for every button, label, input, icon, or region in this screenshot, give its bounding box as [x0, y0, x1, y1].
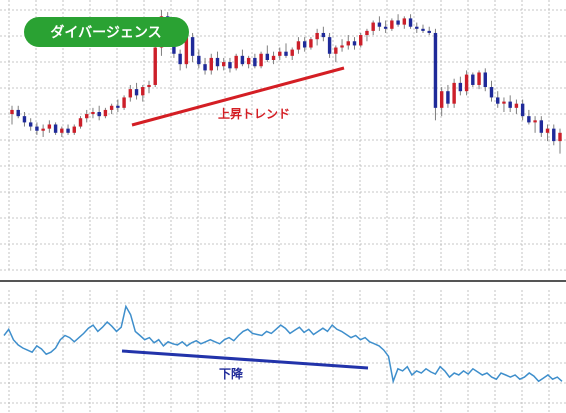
candle-bull [402, 18, 407, 25]
candle-bull [10, 109, 14, 115]
candle-bear [483, 72, 487, 88]
candle-bear [22, 116, 27, 123]
candle-bear [377, 22, 382, 27]
candle-bull [209, 57, 213, 71]
candle-bear [253, 57, 257, 67]
candle-bear [327, 37, 332, 54]
candle-bull [91, 112, 95, 115]
candle-bull [439, 91, 444, 108]
candle-bear [489, 87, 494, 98]
candle-bull [153, 47, 157, 85]
candle-bear [352, 41, 357, 46]
candle-bull [558, 132, 562, 142]
candle-bear [178, 53, 182, 65]
candle-bull [60, 128, 64, 133]
candle-bull [246, 57, 251, 65]
candle-bear [433, 32, 438, 108]
candle-bull [340, 45, 344, 48]
candle-bear [527, 116, 531, 123]
candle-bear [471, 74, 475, 85]
candle-bull [290, 49, 294, 56]
candle-bull [296, 41, 301, 50]
candle-bull [545, 128, 550, 133]
candle-bear [508, 101, 512, 108]
candle-bull [259, 53, 263, 67]
candle-bear [16, 109, 20, 117]
candle-bull [477, 72, 481, 85]
candle-bear [552, 128, 556, 142]
candle-bull [514, 103, 519, 108]
indicator-line [3, 304, 563, 385]
candle-bull [147, 84, 151, 88]
candle-bear [28, 122, 33, 127]
candle-bear [97, 112, 101, 117]
candle-bull [464, 74, 469, 92]
candle-bull [78, 118, 83, 127]
candle-bear [134, 89, 139, 96]
title-badge-text: ダイバージェンス [50, 24, 161, 41]
candle-bull [365, 30, 369, 36]
candle-bull [41, 128, 45, 131]
indicator-trend-label: 下降 [219, 366, 244, 381]
candle-bear [35, 126, 39, 131]
candle-bear [427, 30, 431, 33]
candle-bear [321, 32, 326, 38]
candle-bull [109, 105, 114, 110]
price-uptrend-line [131, 66, 345, 127]
candle-bear [396, 20, 400, 25]
candle-bear [302, 41, 307, 48]
candle-bear [53, 124, 58, 133]
candle-bear [228, 62, 232, 69]
candle-bull [47, 124, 52, 129]
candle-bear [116, 105, 120, 108]
indicator-downtrend-line [121, 349, 369, 370]
candle-bear [446, 91, 450, 104]
candle-bull [533, 120, 537, 123]
candle-bull [85, 114, 89, 119]
candle-bull [315, 32, 319, 40]
candle-bear [458, 82, 463, 92]
candle-bear [421, 28, 425, 31]
candle-bear [408, 18, 413, 27]
candle-bull [128, 89, 133, 98]
candle-bull [502, 101, 506, 104]
candle-bear [496, 97, 500, 104]
price-trend-label: 上昇トレンド [218, 106, 290, 121]
candle-bull [309, 39, 313, 48]
candle-bear [240, 55, 245, 65]
candle-bull [271, 55, 276, 60]
candle-bear [539, 120, 544, 133]
candle-bear [172, 41, 176, 54]
candle-bull [359, 35, 363, 46]
candle-bear [190, 37, 195, 56]
candle-bear [284, 51, 288, 56]
candle-bull [222, 62, 226, 67]
candle-bear [66, 128, 70, 133]
candle-bull [452, 82, 456, 104]
candle-bull [346, 41, 350, 46]
candle-bull [334, 47, 338, 54]
candle-bull [72, 126, 76, 133]
candle-bull [278, 51, 282, 56]
candle-bull [103, 109, 108, 117]
candle-bull [141, 87, 145, 96]
candle-bear [197, 55, 201, 65]
title-badge [24, 17, 189, 47]
candle-bear [215, 57, 220, 67]
candle-bull [390, 20, 394, 29]
candle-bear [415, 26, 419, 29]
candle-bull [184, 37, 189, 65]
candle-bull [234, 55, 238, 69]
candle-bear [520, 103, 525, 117]
candle-bull [122, 97, 126, 108]
candle-bear [383, 26, 388, 29]
candle-bull [371, 22, 375, 31]
candle-bear [203, 64, 207, 71]
candle-bear [265, 53, 270, 60]
